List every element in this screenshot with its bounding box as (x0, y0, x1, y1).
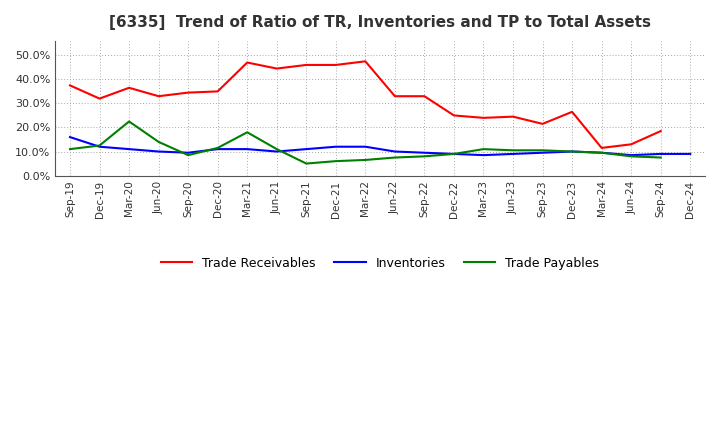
Inventories (627, 153, 636, 158)
Trade Receivables (480, 115, 488, 121)
Trade Receivables (361, 59, 369, 64)
Inventories (509, 151, 518, 157)
Inventories (420, 150, 428, 155)
Trade Payables (509, 148, 518, 153)
Trade Payables (213, 145, 222, 150)
Inventories (686, 151, 695, 157)
Trade Receivables (331, 62, 340, 68)
Legend: Trade Receivables, Inventories, Trade Payables: Trade Receivables, Inventories, Trade Pa… (156, 252, 604, 275)
Trade Payables (125, 119, 133, 124)
Trade Payables (95, 143, 104, 148)
Inventories (213, 147, 222, 152)
Inventories (539, 150, 547, 155)
Trade Receivables (213, 89, 222, 94)
Trade Payables (449, 151, 458, 157)
Trade Receivables (420, 94, 428, 99)
Inventories (331, 144, 340, 149)
Trade Receivables (657, 128, 665, 134)
Inventories (657, 151, 665, 157)
Inventories (184, 150, 192, 155)
Trade Payables (480, 147, 488, 152)
Trade Payables (657, 155, 665, 160)
Trade Payables (539, 148, 547, 153)
Trade Payables (302, 161, 310, 166)
Inventories (480, 153, 488, 158)
Trade Payables (568, 149, 577, 154)
Inventories (66, 135, 74, 140)
Title: [6335]  Trend of Ratio of TR, Inventories and TP to Total Assets: [6335] Trend of Ratio of TR, Inventories… (109, 15, 651, 30)
Trade Receivables (449, 113, 458, 118)
Inventories (302, 147, 310, 152)
Trade Payables (420, 154, 428, 159)
Trade Payables (598, 150, 606, 155)
Inventories (390, 149, 399, 154)
Inventories (449, 151, 458, 157)
Inventories (272, 149, 281, 154)
Inventories (95, 144, 104, 149)
Inventories (125, 147, 133, 152)
Inventories (243, 147, 251, 152)
Trade Receivables (302, 62, 310, 68)
Trade Receivables (627, 142, 636, 147)
Trade Receivables (95, 96, 104, 101)
Trade Payables (66, 147, 74, 152)
Trade Payables (627, 154, 636, 159)
Trade Receivables (184, 90, 192, 95)
Inventories (361, 144, 369, 149)
Trade Receivables (243, 60, 251, 65)
Trade Receivables (154, 94, 163, 99)
Line: Trade Receivables: Trade Receivables (70, 61, 661, 148)
Trade Payables (361, 158, 369, 163)
Trade Receivables (125, 85, 133, 91)
Trade Payables (272, 147, 281, 152)
Trade Receivables (509, 114, 518, 119)
Trade Receivables (598, 145, 606, 150)
Inventories (568, 149, 577, 154)
Trade Payables (154, 139, 163, 145)
Trade Receivables (272, 66, 281, 71)
Trade Receivables (66, 83, 74, 88)
Trade Payables (331, 158, 340, 164)
Inventories (154, 149, 163, 154)
Line: Inventories: Inventories (70, 137, 690, 155)
Trade Receivables (539, 121, 547, 127)
Trade Payables (243, 130, 251, 135)
Trade Receivables (390, 94, 399, 99)
Trade Payables (390, 155, 399, 160)
Trade Payables (184, 153, 192, 158)
Line: Trade Payables: Trade Payables (70, 121, 661, 164)
Trade Receivables (568, 109, 577, 114)
Inventories (598, 150, 606, 155)
